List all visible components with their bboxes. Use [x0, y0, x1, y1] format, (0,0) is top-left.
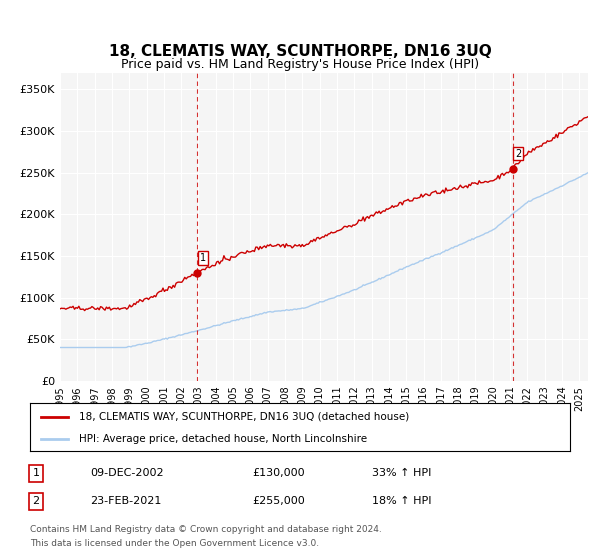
Text: £255,000: £255,000 — [252, 496, 305, 506]
Text: Contains HM Land Registry data © Crown copyright and database right 2024.: Contains HM Land Registry data © Crown c… — [30, 525, 382, 534]
Text: 18, CLEMATIS WAY, SCUNTHORPE, DN16 3UQ (detached house): 18, CLEMATIS WAY, SCUNTHORPE, DN16 3UQ (… — [79, 412, 409, 422]
Text: 18, CLEMATIS WAY, SCUNTHORPE, DN16 3UQ: 18, CLEMATIS WAY, SCUNTHORPE, DN16 3UQ — [109, 44, 491, 59]
Text: 2: 2 — [32, 496, 40, 506]
Text: Price paid vs. HM Land Registry's House Price Index (HPI): Price paid vs. HM Land Registry's House … — [121, 58, 479, 71]
Text: £130,000: £130,000 — [252, 468, 305, 478]
Text: 1: 1 — [200, 253, 206, 263]
Text: 2: 2 — [515, 148, 521, 158]
Text: 33% ↑ HPI: 33% ↑ HPI — [372, 468, 431, 478]
Text: 23-FEB-2021: 23-FEB-2021 — [90, 496, 161, 506]
Text: HPI: Average price, detached house, North Lincolnshire: HPI: Average price, detached house, Nort… — [79, 434, 367, 444]
Text: 09-DEC-2002: 09-DEC-2002 — [90, 468, 164, 478]
Text: This data is licensed under the Open Government Licence v3.0.: This data is licensed under the Open Gov… — [30, 539, 319, 548]
Text: 18% ↑ HPI: 18% ↑ HPI — [372, 496, 431, 506]
Text: 1: 1 — [32, 468, 40, 478]
